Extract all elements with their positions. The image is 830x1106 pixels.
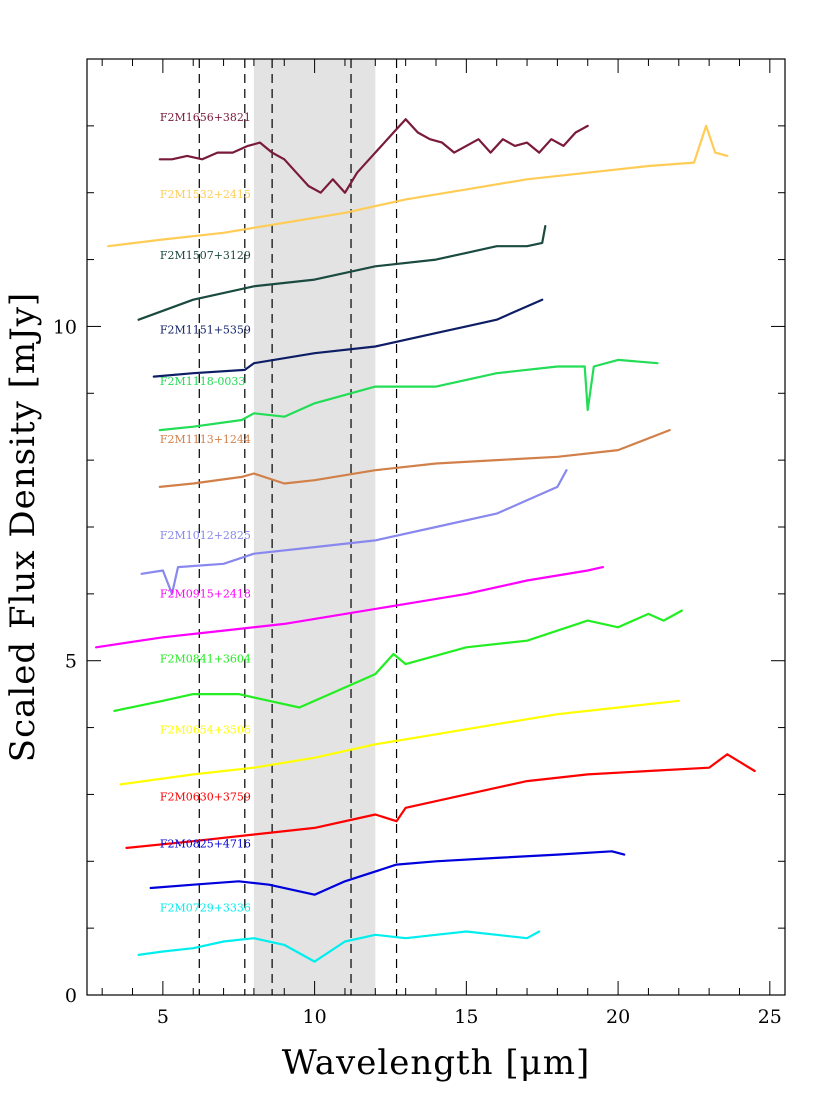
x-tick-label: 15 (454, 1006, 478, 1028)
series-line (94, 565, 605, 649)
series-line (119, 699, 680, 786)
y-axis-title: Scaled Flux Density [mJy] (3, 292, 43, 762)
series-line (152, 298, 544, 378)
series-label: F2M1151+5359 (160, 323, 251, 336)
series-label: F2M0630+3759 (160, 790, 251, 803)
x-tick-label: 25 (758, 1006, 782, 1028)
series-labels-layer: F2M1656+3821 F2M1532+2415 F2M1507+3129 F2M1… (160, 111, 251, 915)
series-line (158, 118, 589, 194)
dashed-lines-layer (198, 59, 398, 995)
series-label: F2M0841+3604 (160, 653, 251, 666)
series-line (149, 850, 626, 896)
x-axis-title: Wavelength [μm] (282, 1043, 590, 1083)
series-line (137, 930, 541, 963)
series-layer (94, 118, 756, 963)
shaded-band-layer (253, 59, 376, 995)
series-label: F2M0915+2418 (160, 587, 251, 600)
series-line (140, 469, 568, 596)
x-tick-label: 5 (157, 1006, 169, 1028)
series-label: F2M1118-0033 (160, 375, 246, 388)
series-line (137, 225, 547, 321)
series-label: F2M1532+2415 (160, 188, 251, 201)
series-label: F2M1113+1244 (160, 433, 251, 446)
series-line (107, 124, 729, 248)
series-label: F2M1656+3821 (160, 111, 251, 124)
series-line (158, 429, 671, 488)
ticks-layer: 5 10 15 20 25 0 5 10 (53, 58, 785, 1028)
x-tick-label: 10 (303, 1006, 327, 1028)
series-line (158, 358, 659, 432)
series-label: F2M1507+3129 (160, 249, 251, 262)
series-line (125, 753, 756, 850)
series-label: F2M0729+3336 (160, 902, 251, 915)
series-label: F2M1012+2825 (160, 529, 251, 542)
series-label: F2M0654+3506 (160, 724, 251, 737)
x-tick-label: 20 (606, 1006, 630, 1028)
y-tick-label: 10 (53, 316, 77, 338)
y-tick-label: 0 (65, 985, 77, 1007)
series-line (113, 609, 683, 713)
shaded-band (253, 59, 376, 995)
y-tick-label: 5 (65, 651, 77, 673)
series-label: F2M0825+4716 (160, 837, 251, 850)
